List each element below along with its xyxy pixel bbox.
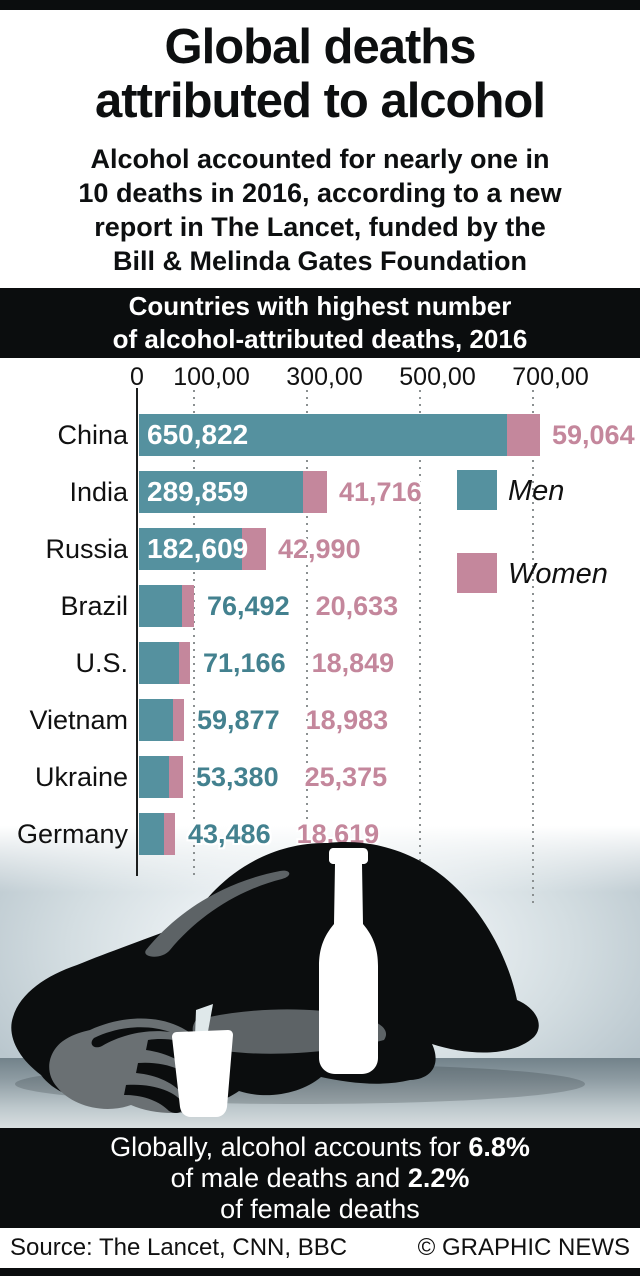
men-bar [139,528,242,570]
category-label: India [69,477,128,507]
chart-row: Russia 182,609 42,990 [0,528,640,570]
sleeve-highlight [145,870,290,957]
summary-line-2: of male deaths and 2.2% [171,1163,470,1194]
chart-row: Vietnam 59,877 18,983 [0,699,640,741]
page-title: Global deaths attributed to alcohol [0,20,640,128]
chart-row: India 289,859 41,716 [0,471,640,513]
legend-label-women: Women [508,558,608,590]
men-value-label: 650,822 [147,419,249,450]
chart-title-line-1: Countries with highest number [128,291,512,321]
men-value-label: 59,877 [197,705,280,735]
subtitle-line-1: Alcohol accounted for nearly one in [90,144,550,174]
source-credit: Source: The Lancet, CNN, BBC [10,1234,348,1261]
men-bar [139,699,173,741]
chart-title-banner: Countries with highest number of alcohol… [0,288,640,358]
summary-line-1-text: Globally, alcohol accounts for [110,1131,469,1162]
women-bar [242,528,266,570]
value-labels: 76,492 20,633 [207,585,398,627]
women-bar [179,642,190,684]
chart-row: China 650,822 59,064 [0,414,640,456]
summary-line-3-text: of female deaths [220,1193,420,1224]
female-share-value: 2.2% [407,1162,470,1193]
chart-title-line-2: of alcohol-attributed deaths, 2016 [112,324,528,354]
category-label: U.S. [75,648,128,678]
men-value-label: 182,609 [147,533,249,564]
value-labels: 71,166 18,849 [203,642,394,684]
legend-swatch-women [457,553,497,593]
summary-line-2-text: of male deaths and [170,1162,408,1193]
gridline [418,390,421,876]
women-bar [303,471,327,513]
y-axis-line [136,388,138,876]
axis-tick-label: 100,00 [173,363,250,391]
category-label: Brazil [60,591,128,621]
footer: Source: The Lancet, CNN, BBC © GRAPHIC N… [0,1228,640,1268]
category-label: Ukraine [34,762,128,792]
bottle-icon [319,848,378,1074]
subtitle-line-3: report in The Lancet, funded by the [94,212,546,242]
men-bar [139,414,507,456]
value-labels: 53,380 25,375 [196,756,387,798]
women-value-label: 25,375 [304,762,388,792]
category-label: Germany [16,819,128,849]
subtitle: Alcohol accounted for nearly one in 10 d… [0,142,640,278]
axis-tick-label: 700,00 [512,363,589,391]
men-value-label: 76,492 [207,591,290,621]
men-value-label: 53,380 [196,762,279,792]
gridline [192,390,195,876]
gridline [531,390,534,906]
women-value-label: 41,716 [339,477,422,507]
women-bar [173,699,184,741]
chart-row: Brazil 76,492 20,633 [0,585,640,627]
legend-label-men: Men [508,475,565,507]
thumb [91,1027,170,1048]
subtitle-line-2: 10 deaths in 2016, according to a new [78,178,562,208]
male-share-value: 6.8% [468,1131,530,1162]
axis-tick-label: 0 [130,363,144,391]
value-labels: 59,877 18,983 [197,699,388,741]
men-bar [139,813,164,855]
women-value-label: 20,633 [315,591,399,621]
axis-tick-label: 500,00 [399,363,476,391]
top-border-bar [0,0,640,10]
summary-banner: Globally, alcohol accounts for 6.8% of m… [0,1128,640,1228]
title-line-1: Global deaths [164,20,476,74]
title-line-2: attributed to alcohol [95,74,546,128]
women-bar [164,813,175,855]
category-label: Vietnam [29,705,128,735]
women-bar [507,414,540,456]
women-value-label: 18,983 [305,705,389,735]
glass-icon [172,1030,233,1117]
bottom-border-bar [0,1268,640,1276]
publisher-credit: © GRAPHIC NEWS [417,1234,630,1261]
men-bar [139,471,303,513]
chart-row: U.S. 71,166 18,849 [0,642,640,684]
men-value-label: 71,166 [203,648,286,678]
category-label: Russia [45,534,128,564]
women-value-label: 18,849 [311,648,395,678]
legend-swatch-men [457,470,497,510]
summary-line-3: of female deaths [220,1194,420,1225]
women-bar [182,585,194,627]
women-value-label: 42,990 [278,534,361,564]
passed-out-drinker-illustration [11,842,585,1117]
summary-line-1: Globally, alcohol accounts for 6.8% [110,1132,530,1163]
women-bar [169,756,183,798]
category-label: China [57,420,128,450]
gridline [305,390,308,876]
men-value-label: 289,859 [147,476,249,507]
men-bar [139,642,179,684]
chart-row: Ukraine 53,380 25,375 [0,756,640,798]
men-bar [139,756,169,798]
men-value-label: 43,486 [188,819,271,849]
spill-highlight [195,1004,213,1037]
bar-chart: 0 100,00 300,00 500,00 700,00 China 650,822 59,… [0,360,640,910]
axis-tick-label: 300,00 [286,363,363,391]
women-value-label: 59,064 [552,420,635,450]
men-bar [139,585,182,627]
finger-3 [124,1084,184,1114]
subtitle-line-4: Bill & Melinda Gates Foundation [112,246,528,276]
